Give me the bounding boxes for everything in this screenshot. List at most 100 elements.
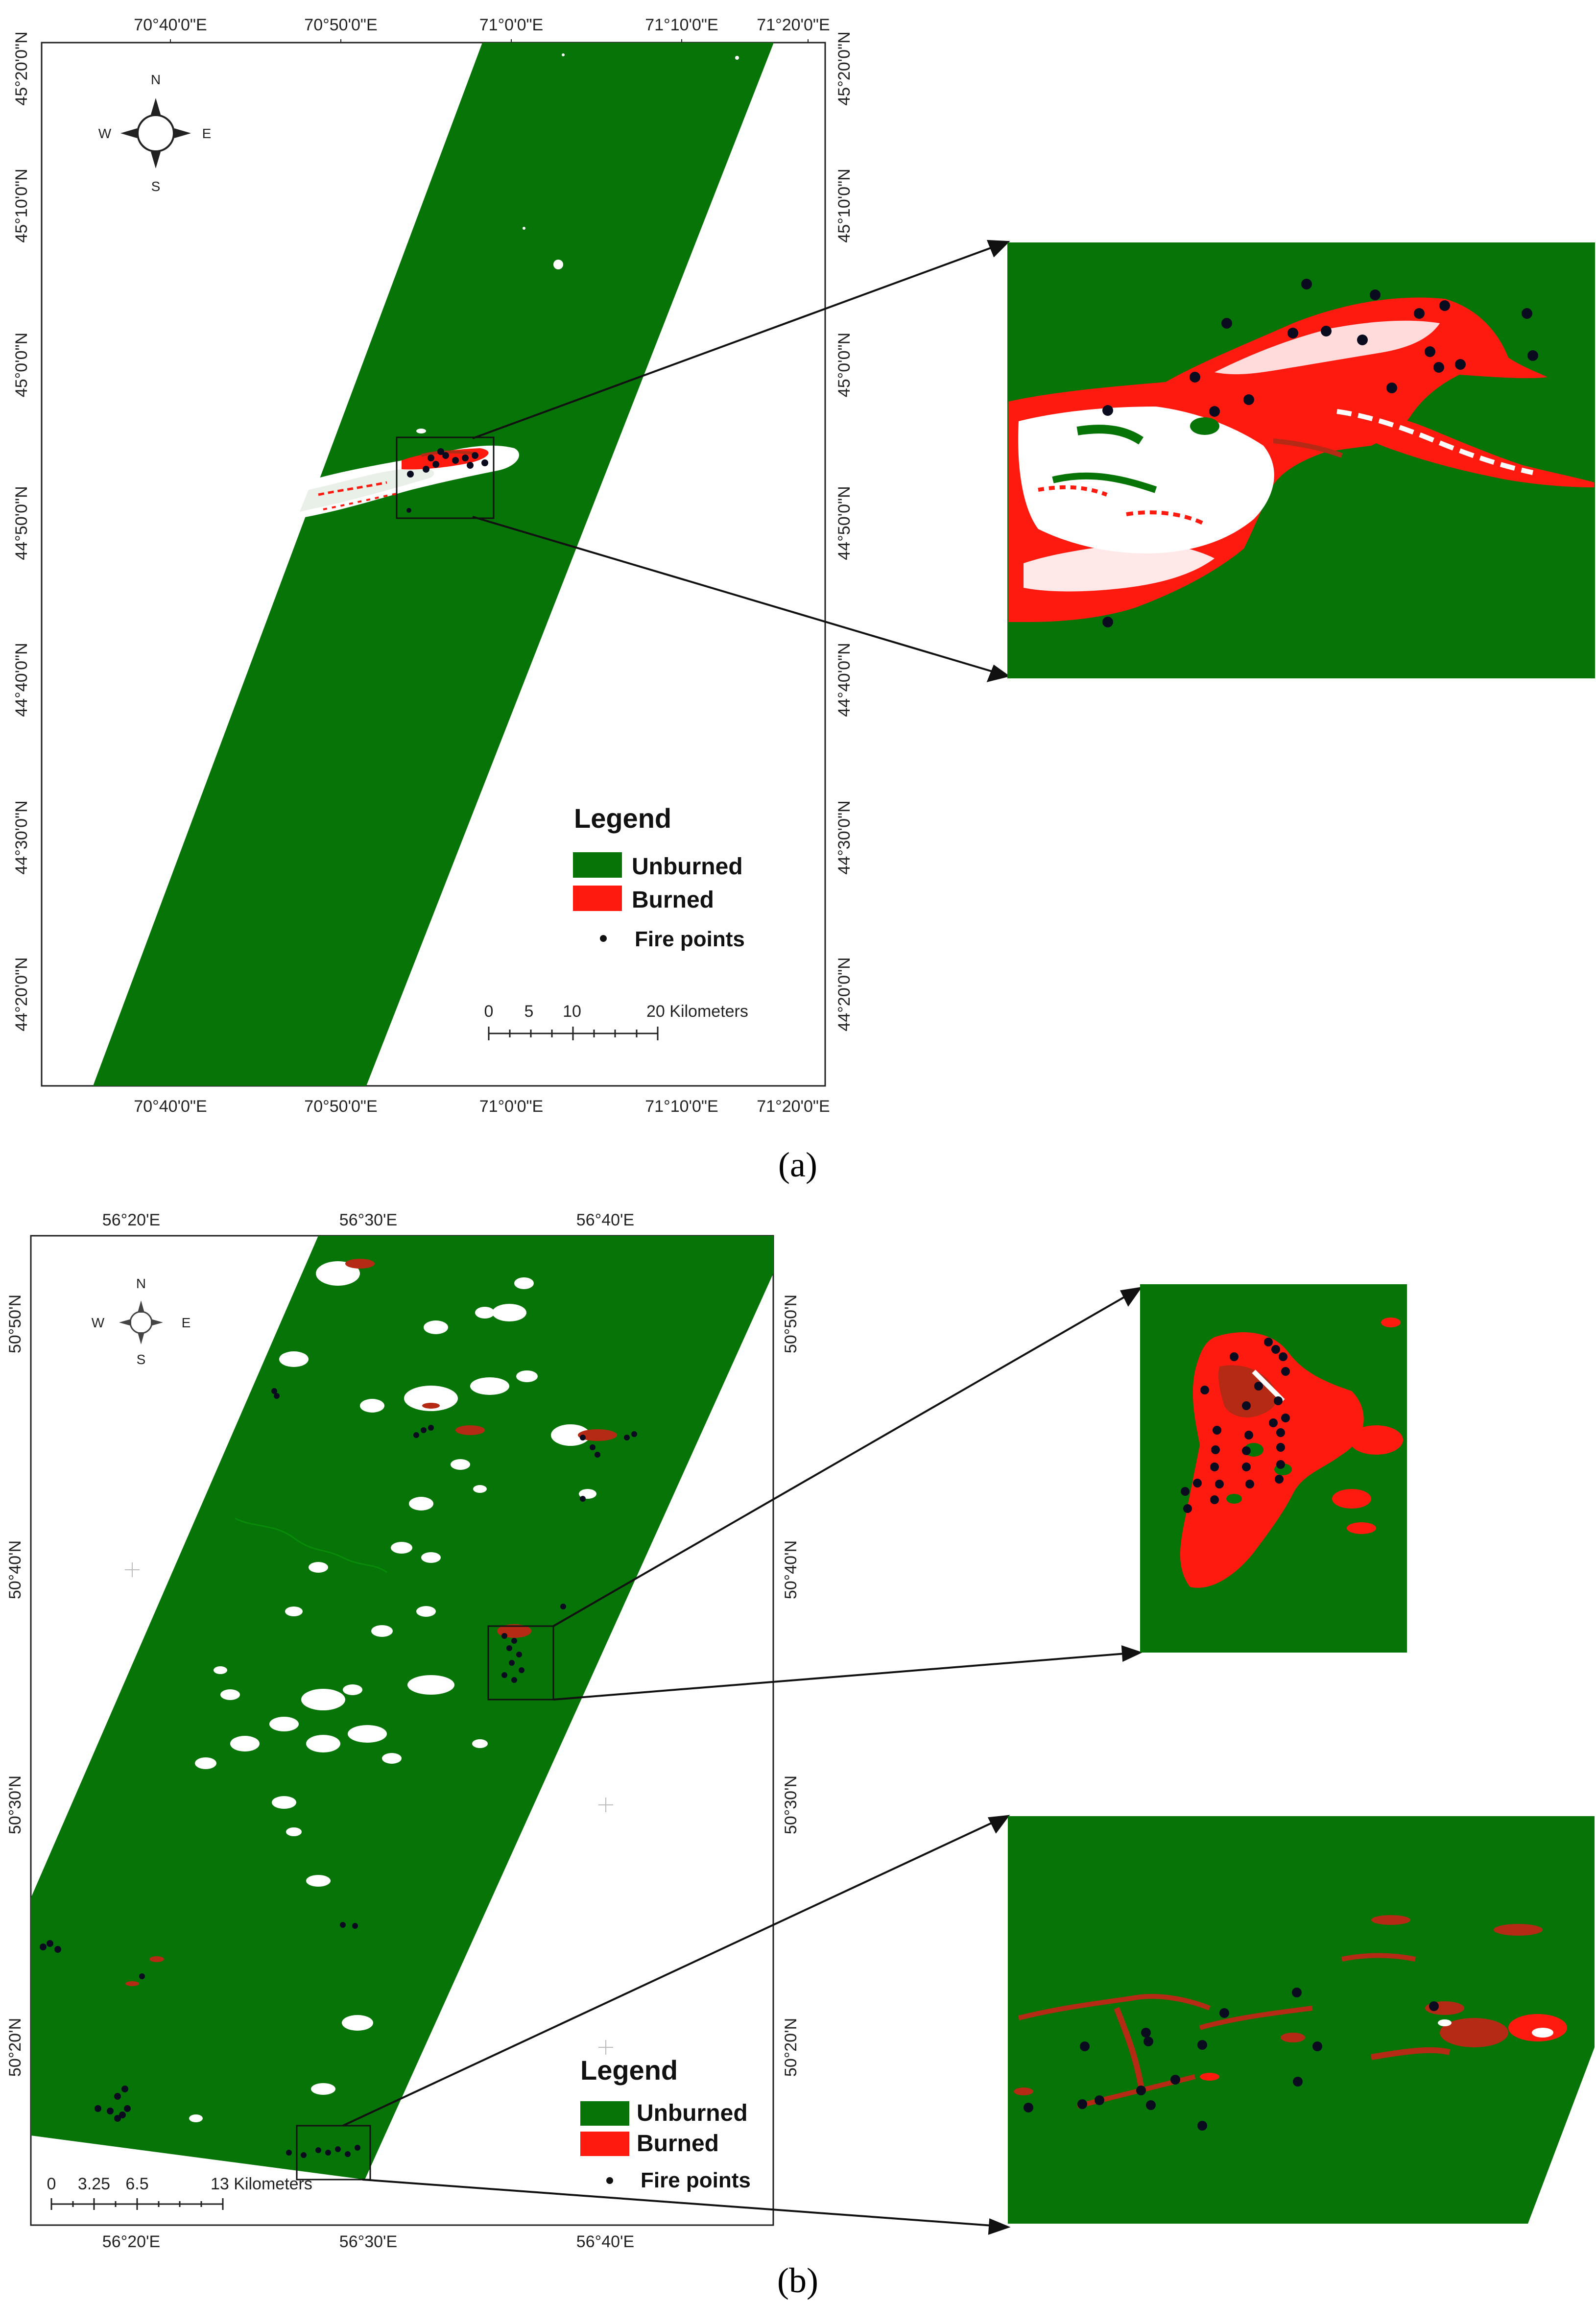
panel-a: 70°40'0"E 70°50'0"E 71°0'0"E 71°10'0"E 7… xyxy=(12,16,1595,1184)
panel-a-left-tick-5: 44°40'0"N xyxy=(12,643,31,717)
panel-b-legend-fire-swatch xyxy=(606,2177,613,2184)
panel-b-scale-bar xyxy=(50,2198,224,2210)
panel-a-left-tick-2: 45°10'0"N xyxy=(12,168,31,242)
panel-a-unburned-swath xyxy=(93,43,774,1086)
panel-a-bottom-tick-5: 71°20'0"E xyxy=(757,1097,830,1116)
panel-a-connector-arrows xyxy=(472,240,1010,682)
panel-b-legend-fire-label: Fire points xyxy=(641,2168,751,2192)
panel-b-river xyxy=(235,1517,387,1573)
panel-b-right-tick-4: 50°20'N xyxy=(782,2018,800,2077)
panel-b-right-tick-1: 50°50'N xyxy=(782,1295,800,1353)
panel-b-graticule-crosses xyxy=(125,1562,613,2055)
panel-a-compass-s: S xyxy=(151,179,161,194)
panel-b-fire-points xyxy=(40,1388,637,2158)
panel-a-left-tick-4: 44°50'0"N xyxy=(12,486,31,560)
panel-a-top-tick-2: 70°50'0"E xyxy=(304,16,377,34)
panel-b-connector-arrows xyxy=(342,1287,1143,2235)
panel-b-unburned-swath xyxy=(31,1236,773,2180)
panel-b-scale-label-0: 0 xyxy=(47,2175,56,2193)
panel-a-inset-fire-points xyxy=(1102,279,1538,627)
panel-a-scale-label-1: 5 xyxy=(524,1002,534,1021)
panel-b-left-tick-1: 50°50'N xyxy=(6,1295,24,1353)
panel-b-left-tick-3: 50°30'N xyxy=(6,1775,24,1834)
panel-b-caption: (b) xyxy=(777,2261,818,2300)
panel-a-legend-fire-swatch xyxy=(600,935,607,942)
panel-a-snow-specks xyxy=(523,53,739,269)
panel-b-scale-label-2: 6.5 xyxy=(125,2175,148,2193)
panel-a-legend-title: Legend xyxy=(574,803,671,834)
panel-b-legend-unburned-swatch xyxy=(580,2101,629,2126)
panel-a-legend-burned-swatch xyxy=(573,886,622,911)
panel-b-left-tick-2: 50°40'N xyxy=(6,1540,24,1599)
panel-b-legend-unburned-label: Unburned xyxy=(637,2100,748,2126)
panel-a-bottom-tick-3: 71°0'0"E xyxy=(479,1097,543,1116)
panel-a-right-tick-3: 45°0'0"N xyxy=(835,333,854,397)
panel-a-top-tick-5: 71°20'0"E xyxy=(757,16,830,34)
panel-a-top-tick-3: 71°0'0"E xyxy=(479,16,543,34)
panel-b-inset-1-fire-points xyxy=(1181,1338,1290,1513)
panel-b-top-tick-2: 56°30'E xyxy=(339,1211,397,1229)
panel-a-scale-bar xyxy=(488,1027,659,1040)
panel-b-scale-label-1: 3.25 xyxy=(78,2175,110,2193)
panel-b-zoom-inset-1 xyxy=(1140,1284,1407,1653)
panel-b-legend-burned-label: Burned xyxy=(637,2131,719,2157)
panel-b: 56°20'E 56°30'E 56°40'E 56°20'E 56°30'E … xyxy=(6,1211,1595,2300)
panel-a-legend xyxy=(573,852,622,942)
panel-b-top-tick-1: 56°20'E xyxy=(102,1211,160,1229)
panel-b-inset-2-fire-points xyxy=(1024,1988,1439,2131)
panel-a-zoom-inset xyxy=(1007,242,1595,678)
panel-a-right-tick-2: 45°10'0"N xyxy=(835,168,854,242)
panel-a-bottom-tick-2: 70°50'0"E xyxy=(304,1097,377,1116)
panel-b-legend-title: Legend xyxy=(580,2055,678,2086)
panel-a-left-tick-6: 44°30'0"N xyxy=(12,800,31,874)
panel-a-scale-label-2: 10 xyxy=(563,1002,581,1021)
panel-b-legend xyxy=(580,2101,629,2184)
panel-a-right-tick-1: 45°20'0"N xyxy=(835,31,854,105)
panel-b-legend-burned-swatch xyxy=(580,2132,629,2156)
panel-a-top-tick-4: 71°10'0"E xyxy=(645,16,718,34)
panel-a-burn-scar xyxy=(294,429,519,519)
panel-b-compass xyxy=(119,1300,163,1344)
panel-a-legend-burned-label: Burned xyxy=(632,887,714,913)
panel-a-scale-label-0: 0 xyxy=(484,1002,494,1021)
panel-a-compass-w: W xyxy=(98,126,112,141)
panel-a-scale-label-3: 20 Kilometers xyxy=(646,1002,748,1021)
panel-a-compass-e: E xyxy=(202,126,212,141)
panel-b-bottom-tick-2: 56°30'E xyxy=(339,2232,397,2251)
panel-b-left-tick-4: 50°20'N xyxy=(6,2018,24,2077)
panel-a-legend-unburned-label: Unburned xyxy=(632,854,743,880)
panel-b-right-tick-3: 50°30'N xyxy=(782,1775,800,1834)
panel-a-bottom-tick-4: 71°10'0"E xyxy=(645,1097,718,1116)
panel-b-compass-w: W xyxy=(92,1315,105,1330)
panel-a-inset-box xyxy=(396,436,495,519)
panel-b-snow-patches xyxy=(140,1261,596,2122)
panel-a-bottom-tick-1: 70°40'0"E xyxy=(134,1097,207,1116)
panel-a-left-tick-3: 45°0'0"N xyxy=(12,333,31,397)
panel-a-left-tick-7: 44°20'0"N xyxy=(12,957,31,1031)
panel-a-right-tick-5: 44°40'0"N xyxy=(835,643,854,717)
panel-a-legend-unburned-swatch xyxy=(573,852,622,878)
panel-a-right-tick-6: 44°30'0"N xyxy=(835,800,854,874)
panel-a-frame-ticks xyxy=(170,39,809,43)
panel-a-compass xyxy=(120,98,191,168)
panel-b-compass-e: E xyxy=(182,1315,191,1330)
panel-a-right-tick-7: 44°20'0"N xyxy=(835,957,854,1031)
panel-b-zoom-inset-2 xyxy=(1008,1816,1595,2224)
panel-a-caption: (a) xyxy=(778,1145,817,1184)
panel-a-top-tick-1: 70°40'0"E xyxy=(134,16,207,34)
panel-a-legend-fire-label: Fire points xyxy=(635,927,745,951)
panel-b-compass-n: N xyxy=(136,1276,146,1291)
panel-b-inset-box-2 xyxy=(296,2125,371,2181)
panel-b-bottom-tick-3: 56°40'E xyxy=(576,2232,634,2251)
panel-a-fire-points xyxy=(406,448,488,513)
panel-b-bottom-tick-1: 56°20'E xyxy=(102,2232,160,2251)
panel-b-compass-s: S xyxy=(137,1352,146,1367)
panel-b-inset-box-1 xyxy=(487,1625,554,1701)
panel-b-right-tick-2: 50°40'N xyxy=(782,1540,800,1599)
panel-a-compass-n: N xyxy=(151,72,161,87)
panel-b-scale-label-3: 13 Kilometers xyxy=(211,2175,312,2193)
panel-b-top-tick-3: 56°40'E xyxy=(576,1211,634,1229)
panel-a-right-tick-4: 44°50'0"N xyxy=(835,486,854,560)
panel-b-burned-patches xyxy=(125,1259,617,1986)
